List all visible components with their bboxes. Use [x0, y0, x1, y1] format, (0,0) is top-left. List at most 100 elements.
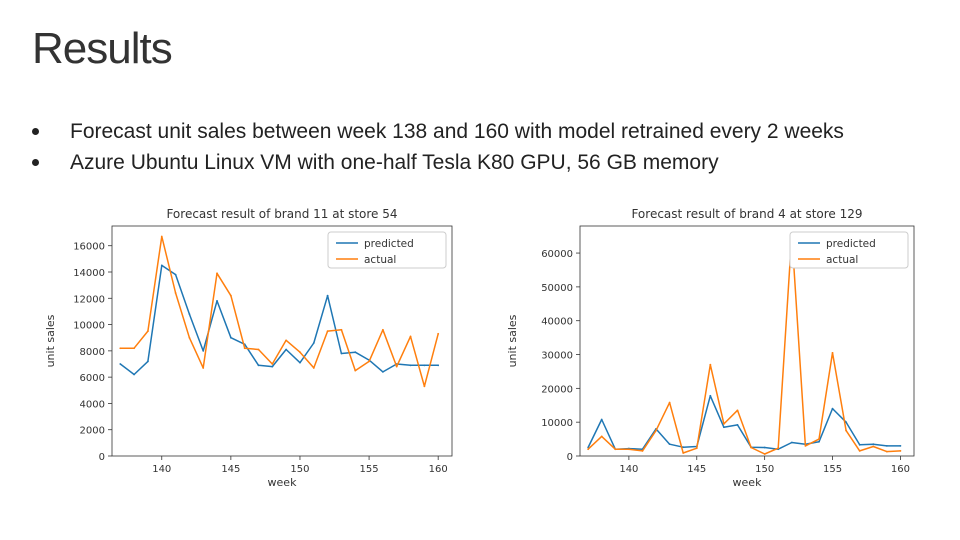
- bullet-dot: [32, 159, 39, 166]
- data-point-actual: [750, 446, 752, 449]
- data-point-predicted: [668, 443, 671, 446]
- series-line-actual: [120, 235, 439, 388]
- data-point-actual: [381, 328, 384, 331]
- y-tick-label: 60000: [541, 249, 573, 260]
- plot-frame: [579, 225, 915, 457]
- data-point-actual: [627, 448, 630, 451]
- data-point-actual: [368, 360, 370, 363]
- data-point-actual: [437, 332, 440, 335]
- data-point-predicted: [381, 370, 384, 373]
- data-point-predicted: [202, 349, 205, 352]
- y-tick-label: 40000: [541, 317, 573, 328]
- data-point-predicted: [299, 361, 301, 364]
- data-point-actual: [257, 348, 260, 351]
- data-point-predicted: [600, 418, 603, 421]
- bullet-item: Forecast unit sales between week 138 and…: [28, 116, 844, 147]
- data-point-actual: [804, 444, 807, 447]
- data-point-actual: [777, 447, 780, 450]
- y-tick-label: 16000: [73, 242, 105, 253]
- chart-brand-11-store-54: Forecast result of brand 11 at store 54 0…: [44, 207, 453, 489]
- data-point-actual: [271, 363, 274, 365]
- x-tick-label: 160: [891, 464, 910, 475]
- data-point-predicted: [899, 444, 902, 447]
- y-tick-label: 8000: [80, 347, 105, 358]
- data-point-actual: [174, 292, 177, 294]
- data-point-actual: [160, 235, 163, 238]
- data-point-actual: [899, 450, 902, 452]
- data-point-actual: [133, 347, 136, 350]
- data-point-predicted: [682, 446, 685, 449]
- data-point-actual: [723, 422, 725, 425]
- data-point-predicted: [872, 443, 875, 446]
- data-point-predicted: [831, 407, 834, 410]
- data-point-actual: [600, 435, 603, 438]
- data-point-predicted: [216, 300, 218, 302]
- data-point-actual: [299, 351, 301, 354]
- data-point-actual: [119, 347, 122, 350]
- data-point-actual: [709, 363, 712, 366]
- data-point-actual: [312, 367, 315, 369]
- data-point-actual: [423, 385, 426, 388]
- data-point-predicted: [174, 273, 177, 276]
- data-point-actual: [202, 367, 205, 369]
- y-tick-label: 4000: [80, 399, 105, 410]
- data-point-predicted: [885, 444, 888, 447]
- data-point-actual: [216, 272, 218, 275]
- bullet-list: Forecast unit sales between week 138 and…: [28, 116, 844, 178]
- data-point-predicted: [409, 364, 412, 367]
- data-point-actual: [845, 429, 848, 432]
- bullet-item: Azure Ubuntu Linux VM with one-half Tesl…: [28, 147, 844, 178]
- data-point-actual: [614, 448, 617, 451]
- x-tick-label: 145: [221, 464, 240, 475]
- data-point-actual: [354, 369, 357, 372]
- y-tick-label: 50000: [541, 283, 573, 294]
- series-line-actual: [587, 233, 901, 455]
- series-line-predicted: [119, 264, 439, 376]
- x-tick-label: 160: [429, 464, 448, 475]
- data-point-actual: [641, 450, 644, 452]
- data-point-predicted: [723, 426, 725, 429]
- data-point-predicted: [326, 294, 329, 297]
- y-tick-label: 30000: [541, 351, 573, 362]
- plot-frame: [111, 225, 453, 457]
- data-point-actual: [736, 409, 739, 412]
- data-point-predicted: [160, 264, 163, 267]
- data-point-actual: [188, 336, 191, 339]
- x-tick-label: 145: [687, 464, 706, 475]
- data-point-predicted: [188, 313, 191, 315]
- legend-label-predicted: predicted: [364, 238, 414, 250]
- data-point-actual: [655, 429, 657, 432]
- data-point-actual: [872, 445, 875, 448]
- x-tick-label: 155: [360, 464, 379, 475]
- legend-label-predicted: predicted: [826, 238, 876, 250]
- y-tick-label: 12000: [73, 294, 105, 305]
- data-point-actual: [695, 447, 698, 450]
- y-axis-label: unit sales: [506, 314, 519, 367]
- data-point-predicted: [845, 421, 848, 424]
- legend-label-actual: actual: [826, 254, 858, 266]
- x-tick-label: 140: [619, 464, 638, 475]
- x-axis-label: week: [733, 476, 763, 489]
- x-tick-label: 150: [755, 464, 774, 475]
- chart-title: Forecast result of brand 11 at store 54: [166, 207, 397, 221]
- y-tick-label: 10000: [73, 321, 105, 332]
- data-point-predicted: [818, 440, 820, 443]
- data-point-predicted: [229, 336, 232, 339]
- data-point-predicted: [858, 443, 861, 446]
- data-point-actual: [395, 365, 398, 368]
- data-point-actual: [668, 401, 671, 404]
- data-point-predicted: [271, 365, 274, 368]
- data-point-actual: [818, 438, 820, 440]
- data-point-predicted: [437, 364, 440, 367]
- data-point-predicted: [312, 342, 315, 344]
- data-point-predicted: [736, 423, 739, 426]
- x-tick-label: 150: [290, 464, 309, 475]
- x-axis-label: week: [268, 476, 298, 489]
- y-tick-label: 2000: [80, 426, 105, 437]
- data-point-predicted: [790, 441, 793, 444]
- data-point-actual: [885, 450, 888, 453]
- x-tick-label: 140: [152, 464, 171, 475]
- x-tick-label: 155: [823, 464, 842, 475]
- y-tick-label: 0: [567, 452, 573, 463]
- series-line-predicted: [587, 395, 901, 450]
